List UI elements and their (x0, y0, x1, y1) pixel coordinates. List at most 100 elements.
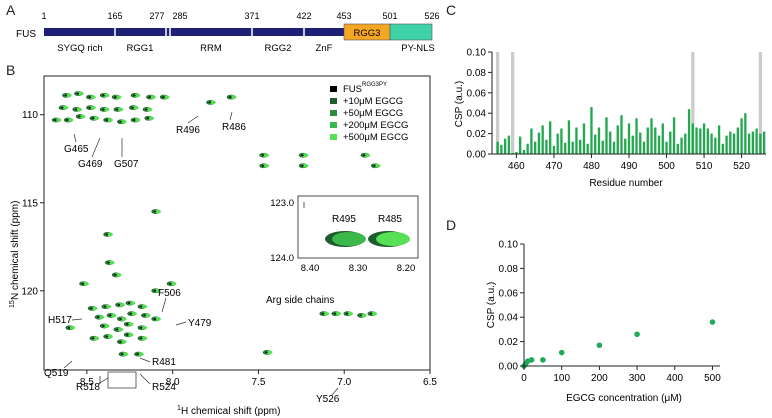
csp-bar (496, 141, 499, 154)
nmr-peak (103, 107, 110, 112)
nmr-peak (103, 324, 110, 328)
nmr-peak-reference (105, 119, 109, 122)
nmr-peak-reference (301, 164, 304, 167)
nmr-peak-reference (133, 119, 136, 122)
nmr-peak (117, 327, 124, 332)
nmr-peak (144, 313, 151, 318)
csp-bar (552, 145, 556, 154)
csp-bar (549, 121, 552, 154)
csp-bar (609, 131, 612, 154)
domain-label-rgg1: RGG1 (127, 43, 154, 54)
nmr-peak (89, 95, 96, 99)
nmr-peak-reference (133, 94, 136, 97)
nmr-peak (77, 91, 84, 96)
peak-label: H517 (48, 315, 72, 326)
inset-peak-label: R485 (378, 214, 402, 225)
peak-label: F506 (158, 288, 181, 299)
inset-x-tick: 8.40 (301, 263, 320, 274)
csp-bar (624, 138, 627, 154)
x-tick-label: 400 (666, 373, 683, 384)
nmr-peak (103, 93, 110, 98)
peak-label: Y479 (188, 318, 212, 329)
nmr-peak-reference (78, 115, 81, 118)
y-tick-label: 0.04 (499, 313, 519, 324)
csp-bar (721, 143, 724, 154)
nmr-peak-reference (148, 96, 151, 99)
nmr-peak (82, 281, 89, 286)
nmr-peak (118, 303, 125, 307)
nmr-peak-reference (105, 233, 109, 236)
domain-label-sygq: SYGQ rich (57, 43, 102, 54)
legend-entry: +500μM EGCG (343, 132, 408, 143)
nmr-peak-reference (117, 303, 121, 306)
peak-label: G469 (78, 159, 103, 170)
nmr-peak-reference (261, 154, 265, 157)
csp-bar (747, 133, 751, 154)
nmr-peak-reference (97, 316, 100, 319)
csp-bar (702, 123, 706, 154)
panel-label-c: C (446, 2, 457, 18)
nmr-peak-reference (102, 108, 105, 111)
y-tick-label: 0.06 (499, 288, 519, 299)
x-tick-label: 6.5 (423, 377, 437, 388)
nmr-peak-reference (115, 328, 119, 331)
protein-name: FUS (16, 29, 36, 40)
domain-pynls-block (389, 23, 433, 41)
csp-bar (669, 131, 672, 154)
nmr-peak-reference (91, 337, 95, 340)
y-tick-label: 0.00 (499, 362, 519, 373)
y-axis-label: N chemical shift (ppm) (10, 201, 21, 300)
csp-bar (616, 125, 619, 154)
x-tick-label: 470 (546, 161, 563, 172)
csp-bar (620, 115, 623, 154)
nmr-peak (110, 313, 117, 318)
nmr-peak (134, 93, 141, 98)
nmr-peak (374, 163, 381, 168)
x-tick-label: 500 (658, 161, 675, 172)
panel-label-b: B (6, 62, 16, 78)
nmr-peak (141, 304, 148, 309)
annotation-arg-side-chains: Arg side chains (266, 295, 334, 306)
csp-bar (594, 134, 597, 154)
nmr-peak-reference (143, 314, 146, 317)
csp-bar (680, 137, 683, 154)
x-tick-label: 7.0 (337, 377, 351, 388)
nmr-peak-reference (61, 106, 64, 109)
y-axis-sup: 15 (9, 300, 16, 308)
nmr-peak (323, 311, 330, 316)
nmr-peak-reference (169, 282, 172, 285)
x-axis-label: EGCG concentration (μM) (566, 393, 682, 404)
data-point (596, 342, 603, 349)
y-tick-label: 0.02 (467, 129, 487, 140)
csp-bar (736, 127, 740, 154)
nmr-peak-reference (363, 154, 366, 157)
nmr-peak-reference (107, 261, 110, 264)
csp-bar (642, 141, 646, 154)
residue-tick-label: 277 (149, 11, 164, 21)
nmr-peak (132, 105, 139, 110)
nmr-peak (93, 336, 100, 341)
nmr-peak (262, 163, 269, 168)
x-tick-label: 490 (621, 161, 638, 172)
legend-entry: +10μM EGCG (343, 96, 403, 107)
csp-bar (590, 107, 593, 154)
x-axis-label: Residue number (589, 178, 663, 189)
legend-swatch (330, 110, 337, 116)
domain-label-pynls: PY-NLS (401, 43, 434, 54)
legend-swatch (330, 86, 337, 92)
highlight-bar (510, 52, 515, 154)
csp-bar (725, 135, 728, 154)
data-point (528, 357, 535, 363)
peak-label: R496 (176, 125, 200, 136)
csp-bar (567, 120, 571, 154)
csp-bar (751, 131, 755, 154)
legend-entry: FUS (343, 84, 362, 95)
nmr-peak-reference (139, 326, 143, 329)
peak-label: Q519 (44, 368, 69, 379)
nmr-peak-reference (119, 120, 122, 123)
nmr-peak-reference (153, 289, 157, 292)
inset-peak-r485-light (376, 232, 410, 246)
nmr-peak-reference (126, 323, 129, 326)
csp-bar (564, 142, 567, 154)
nmr-peak (230, 95, 237, 99)
